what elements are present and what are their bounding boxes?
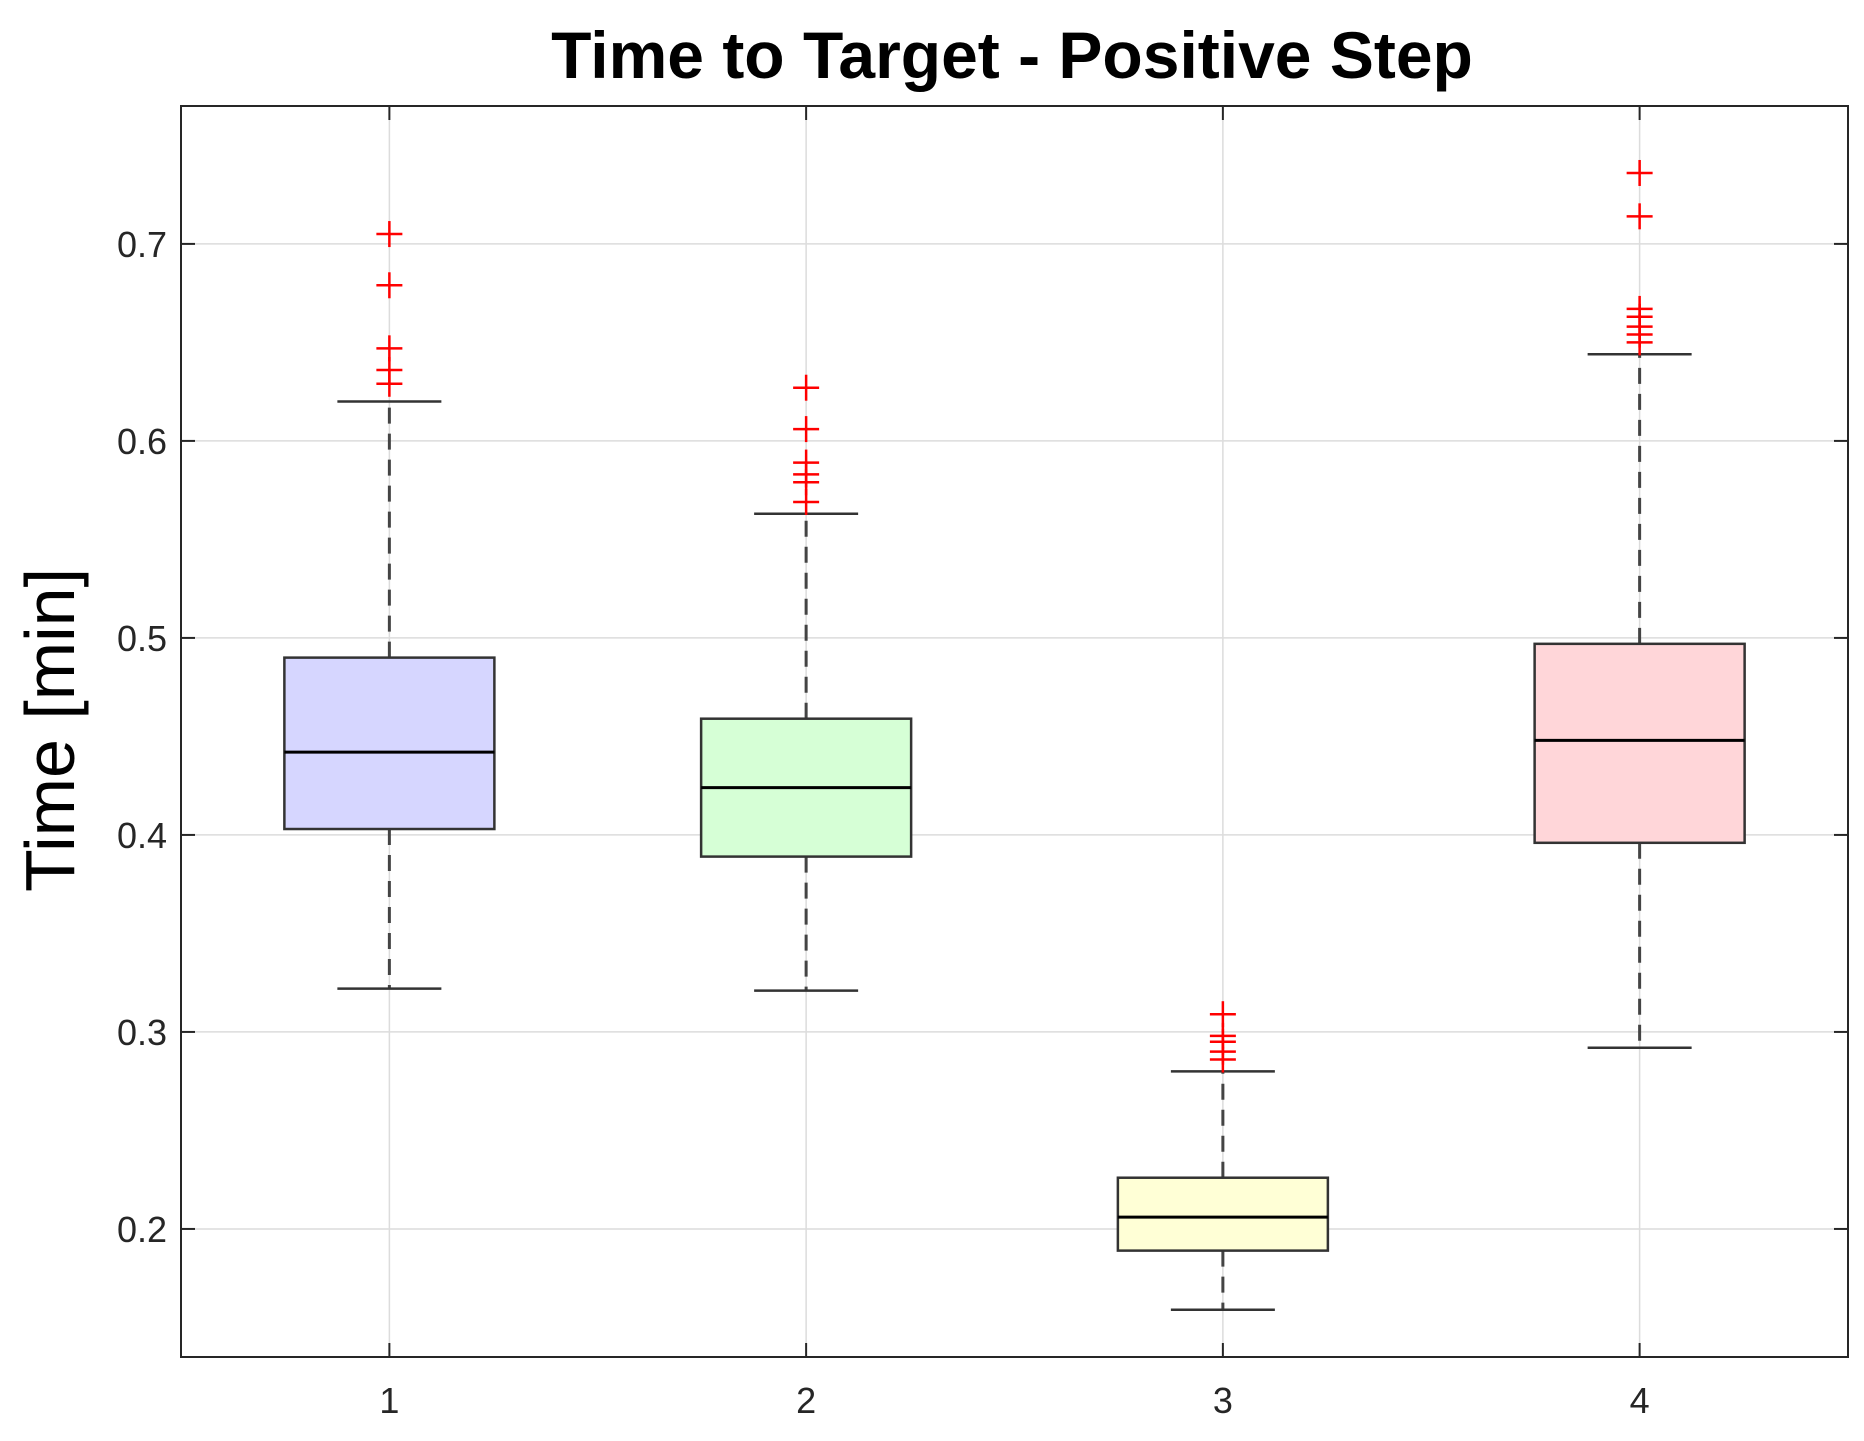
outlier-marker: [376, 356, 403, 383]
box-group-2: [699, 374, 913, 992]
y-tick-label: 0.7: [117, 224, 167, 265]
outlier-marker: [376, 221, 403, 248]
x-tick-label: 1: [379, 1380, 399, 1421]
box-1: [283, 656, 496, 831]
outlier-marker: [1626, 295, 1653, 322]
y-tick-label: 0.4: [117, 815, 167, 856]
box-group-4: [1533, 159, 1746, 1049]
y-axis-label: Time [min]: [11, 568, 89, 892]
boxes: [283, 159, 1746, 1311]
outlier-marker: [1209, 1022, 1236, 1049]
outlier-marker: [793, 374, 820, 401]
grid: [181, 106, 1848, 1357]
outlier-marker: [1209, 1001, 1236, 1028]
outlier-marker: [1626, 159, 1653, 186]
box-group-3: [1116, 1001, 1330, 1311]
outlier-marker: [376, 272, 403, 299]
y-tick-label: 0.2: [117, 1209, 167, 1250]
plot-frame: [180, 105, 1849, 1358]
y-tick-label: 0.5: [117, 618, 167, 659]
y-tick-label: 0.6: [117, 421, 167, 462]
outlier-marker: [793, 449, 820, 476]
outlier-marker: [376, 335, 403, 362]
x-tick-label: 2: [796, 1380, 816, 1421]
box-4: [1533, 642, 1746, 845]
box-group-1: [283, 221, 496, 990]
x-tick-label: 3: [1213, 1380, 1233, 1421]
y-tick-label: 0.3: [117, 1012, 167, 1053]
axes: 0.2 0.3 0.4 0.5 0.6 0.7 1 2 3 4: [117, 105, 1849, 1421]
outlier-marker: [793, 416, 820, 443]
outlier-marker: [1626, 203, 1653, 230]
box-3: [1116, 1176, 1330, 1252]
x-tick-label: 4: [1630, 1380, 1650, 1421]
chart-title: Time to Target - Positive Step: [551, 18, 1473, 92]
